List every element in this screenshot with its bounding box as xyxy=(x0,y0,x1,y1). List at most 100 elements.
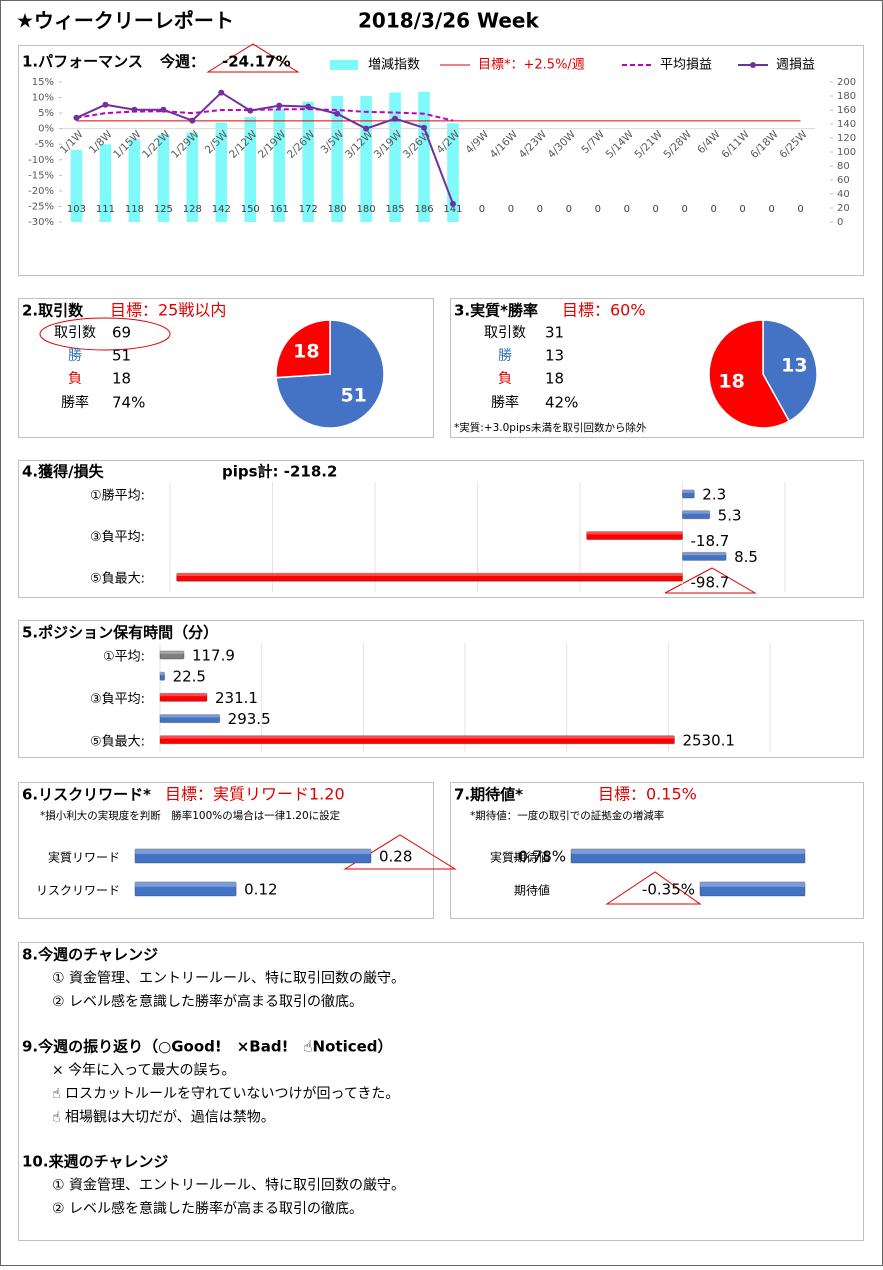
line-marker xyxy=(189,117,196,124)
bar-value-label: 180 xyxy=(357,204,376,215)
bar xyxy=(682,510,711,520)
highlight-triangle xyxy=(343,834,457,870)
bar-value-label: 0 xyxy=(479,204,485,215)
pie-label: 13 xyxy=(781,354,807,376)
bar-value-label: 128 xyxy=(183,204,202,215)
line-marker xyxy=(421,124,428,131)
y2-tick-label: 0 xyxy=(837,217,843,228)
bar xyxy=(134,881,237,897)
bar xyxy=(682,551,727,561)
legend-label: 平均損益 xyxy=(660,58,712,73)
bar-shine xyxy=(160,735,675,739)
bar-shine xyxy=(700,882,805,887)
bar-value-label: 0 xyxy=(681,204,687,215)
report-week: 2018/3/26 Week xyxy=(358,9,539,33)
bar-shine xyxy=(586,531,683,535)
value-label: 0.28 xyxy=(379,848,412,866)
bar xyxy=(99,144,112,222)
bar xyxy=(586,531,683,541)
bar-value-label: 0 xyxy=(624,204,630,215)
table-label: 取引数 xyxy=(54,325,96,341)
bar xyxy=(570,848,806,864)
legend-marker xyxy=(750,62,756,68)
section-item: ① 資金管理、エントリールール、特に取引回数の厳守。 xyxy=(52,971,405,987)
value-label: 231.1 xyxy=(215,689,258,707)
pie-label: 18 xyxy=(718,371,744,393)
bar-value-label: 161 xyxy=(270,204,289,215)
panel xyxy=(18,620,864,758)
line-marker xyxy=(160,106,167,113)
bar xyxy=(389,92,401,222)
bar-value-label: 0 xyxy=(566,204,572,215)
line-marker xyxy=(449,200,456,207)
y2-tick-label: 60 xyxy=(837,175,850,186)
panel xyxy=(18,942,864,1241)
category-label: ③負平均: xyxy=(90,692,145,707)
bar xyxy=(159,714,221,724)
chart-target: 目標：60% xyxy=(562,301,646,320)
line-marker xyxy=(73,114,80,121)
value-label: 2.3 xyxy=(702,486,726,504)
chart-target: 目標：25戦以内 xyxy=(110,301,226,320)
chart-note: *期待値：一度の取引での証拠金の増減率 xyxy=(470,809,664,822)
line-marker xyxy=(334,110,341,117)
bar xyxy=(360,96,372,222)
y2-tick-label: 80 xyxy=(837,161,850,172)
chart-note: *実質:+3.0pips未満を取引回数から除外 xyxy=(454,421,647,434)
table-value: 74% xyxy=(112,394,145,412)
section-item: ① 資金管理、エントリールール、特に取引回数の厳守。 xyxy=(52,1178,405,1194)
bar-value-label: 0 xyxy=(595,204,601,215)
bar xyxy=(215,122,228,222)
y-tick-label: 10% xyxy=(32,93,54,104)
bar-value-label: 0 xyxy=(653,204,659,215)
y-tick-label: 0% xyxy=(38,124,54,135)
bar xyxy=(682,489,695,499)
bar xyxy=(273,109,286,222)
chart-title: 3.実質*勝率 xyxy=(454,302,538,320)
table-value: 13 xyxy=(545,347,564,365)
chart-title: 4.獲得/損失 xyxy=(22,463,105,481)
table-label: 勝率 xyxy=(491,394,519,411)
category-label: ①平均: xyxy=(103,650,145,665)
table-label: 勝 xyxy=(498,348,512,364)
pie-slice xyxy=(708,319,791,429)
highlight-triangle xyxy=(664,567,757,594)
chart-subtitle: 今週： xyxy=(159,53,205,71)
y2-tick-label: 100 xyxy=(837,147,856,158)
value-label: 293.5 xyxy=(228,710,271,728)
bar xyxy=(159,735,675,745)
y2-tick-label: 140 xyxy=(837,119,856,130)
legend-label: 目標*：+2.5%/週 xyxy=(478,58,585,73)
value-label: 0.12 xyxy=(244,881,277,899)
category-label: 実質期待値 xyxy=(490,850,550,865)
value-label: 22.5 xyxy=(173,668,206,686)
table-value: 31 xyxy=(545,324,564,342)
bar-shine xyxy=(160,693,207,697)
y-tick-label: -20% xyxy=(28,186,54,197)
line-marker xyxy=(363,125,370,132)
highlight-ellipse xyxy=(39,317,171,351)
table-value: 51 xyxy=(112,347,131,365)
legend-swatch xyxy=(330,60,358,70)
line-series xyxy=(76,108,454,122)
highlight-triangle xyxy=(206,43,300,73)
bar-value-label: 141 xyxy=(443,204,462,215)
table-value: 42% xyxy=(545,394,578,412)
bar-value-label: 0 xyxy=(508,204,514,215)
line-marker xyxy=(218,89,225,96)
section-item: ② レベル感を意識した勝率が高まる取引の徹底。 xyxy=(52,993,363,1010)
y2-tick-label: 120 xyxy=(837,133,856,144)
y-tick-label: -30% xyxy=(28,217,54,228)
bar xyxy=(699,881,806,897)
section-title: 8.今週のチャレンジ xyxy=(22,946,158,964)
y2-tick-label: 160 xyxy=(837,105,856,116)
legend-label: 週損益 xyxy=(776,58,815,73)
line-marker xyxy=(392,115,399,122)
table-value: 69 xyxy=(112,324,131,342)
chart-title: 7.期待値* xyxy=(454,786,523,804)
bar-value-label: 185 xyxy=(386,204,405,215)
bar xyxy=(331,96,343,222)
bar-shine xyxy=(571,849,805,854)
value-label: -0.78% xyxy=(513,848,566,866)
